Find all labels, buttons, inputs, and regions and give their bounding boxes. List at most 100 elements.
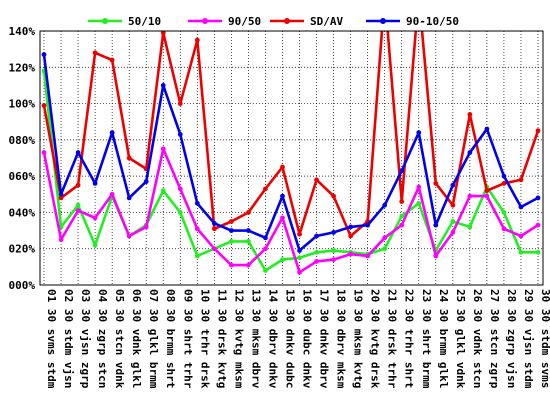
x-tick-label: 07 30 glkl brmm — [147, 289, 160, 389]
x-tick-label: 01 30 svms stdm — [45, 289, 58, 389]
series-line — [42, 147, 539, 274]
y-axis-ticks: 000% 020% 040% 060% 080% 100% 120% 140% — [9, 25, 36, 292]
data-point — [177, 186, 183, 192]
data-point — [246, 239, 251, 244]
legend-label: 50/10 — [128, 15, 161, 28]
data-point — [58, 195, 64, 201]
data-point — [211, 226, 217, 232]
x-tick-label: 15 30 dnkv dubc — [283, 289, 296, 388]
x-tick-label: 05 30 stcn vdnk — [113, 289, 126, 389]
data-point — [518, 249, 524, 255]
data-point — [228, 239, 234, 244]
data-point — [280, 257, 285, 262]
x-tick-label: 10 30 trhr drsk — [198, 289, 211, 389]
x-tick-label: 09 30 shrt trhr — [181, 289, 194, 389]
x-tick-label: 19 30 mksm kvtg — [352, 289, 365, 388]
x-tick-label: 12 30 kvtg mksm — [232, 289, 245, 389]
data-point — [228, 262, 234, 268]
data-point — [280, 193, 285, 199]
data-point — [297, 269, 302, 275]
data-point — [58, 191, 64, 197]
data-point — [399, 213, 405, 219]
data-point — [280, 164, 285, 170]
data-point — [501, 181, 507, 186]
data-point — [382, 235, 388, 241]
y-tick-label: 120% — [9, 61, 36, 74]
series-90-50 — [41, 146, 541, 275]
x-tick-label: 04 30 zgrp stcn — [96, 289, 109, 388]
legend-label: 90-10/50 — [406, 15, 459, 28]
data-point — [450, 219, 456, 224]
data-point — [194, 226, 200, 232]
data-point — [160, 83, 166, 88]
data-point — [535, 222, 541, 228]
y-tick-label: 020% — [9, 243, 36, 256]
data-point — [246, 262, 251, 268]
legend-marker — [380, 18, 386, 24]
data-point — [211, 246, 217, 252]
x-tick-label: 06 30 vdnk glkl — [130, 289, 143, 388]
x-tick-label: 08 30 brmm shrt — [164, 289, 177, 388]
data-point — [314, 177, 319, 183]
x-tick-label: 29 30 vjsn stdm — [522, 289, 535, 389]
x-tick-label: 13 30 mksm dbrv — [249, 289, 262, 389]
data-point — [177, 101, 183, 106]
legend-label: 90/50 — [228, 15, 261, 28]
data-point — [194, 253, 200, 259]
data-point — [433, 181, 439, 186]
series-layer — [41, 31, 541, 275]
series-line — [42, 54, 539, 252]
data-point — [41, 102, 47, 108]
data-point — [450, 182, 456, 188]
data-point — [126, 195, 132, 201]
data-point — [535, 249, 541, 255]
data-point — [75, 208, 81, 214]
x-tick-label: 27 30 stcn zgrp — [488, 289, 501, 389]
data-point — [194, 200, 200, 206]
data-point — [177, 132, 183, 137]
data-point — [433, 222, 439, 228]
data-point — [365, 222, 371, 228]
data-point — [331, 229, 336, 235]
data-point — [75, 150, 81, 155]
data-point — [109, 191, 115, 197]
y-tick-label: 100% — [9, 98, 36, 111]
data-point — [399, 199, 405, 204]
series-sd-av — [41, 31, 541, 239]
data-point — [348, 224, 354, 230]
x-tick-label: 23 30 shrt brmm — [420, 289, 433, 389]
data-point — [194, 37, 200, 43]
data-point — [297, 231, 302, 237]
series-line — [42, 31, 540, 238]
data-point — [297, 248, 302, 253]
data-point — [297, 255, 302, 261]
data-point — [109, 130, 115, 136]
data-point — [467, 150, 473, 155]
data-point — [160, 31, 166, 36]
legend-marker — [202, 18, 208, 24]
data-point — [365, 253, 371, 259]
y-tick-label: 040% — [9, 206, 36, 219]
x-tick-label: 25 30 glkl vdnk — [454, 289, 467, 389]
data-point — [535, 128, 541, 134]
data-point — [228, 219, 234, 224]
data-point — [450, 229, 456, 235]
data-point — [501, 226, 507, 232]
legend-label: SD/AV — [310, 15, 343, 28]
data-point — [433, 253, 439, 259]
y-tick-label: 140% — [9, 25, 36, 38]
data-point — [467, 224, 473, 230]
data-point — [92, 181, 98, 186]
y-tick-label: 080% — [9, 134, 36, 147]
x-tick-label: 17 30 dnkv dbrv — [318, 289, 331, 389]
legend: 50/10 90/50 SD/AV 90-10/50 — [88, 15, 459, 28]
data-point — [484, 188, 490, 194]
data-point — [535, 195, 541, 201]
data-point — [450, 202, 456, 208]
data-point — [399, 222, 405, 228]
data-point — [484, 126, 490, 132]
data-point — [314, 259, 319, 264]
data-point — [92, 242, 98, 248]
data-point — [399, 168, 405, 174]
data-point — [518, 177, 524, 183]
